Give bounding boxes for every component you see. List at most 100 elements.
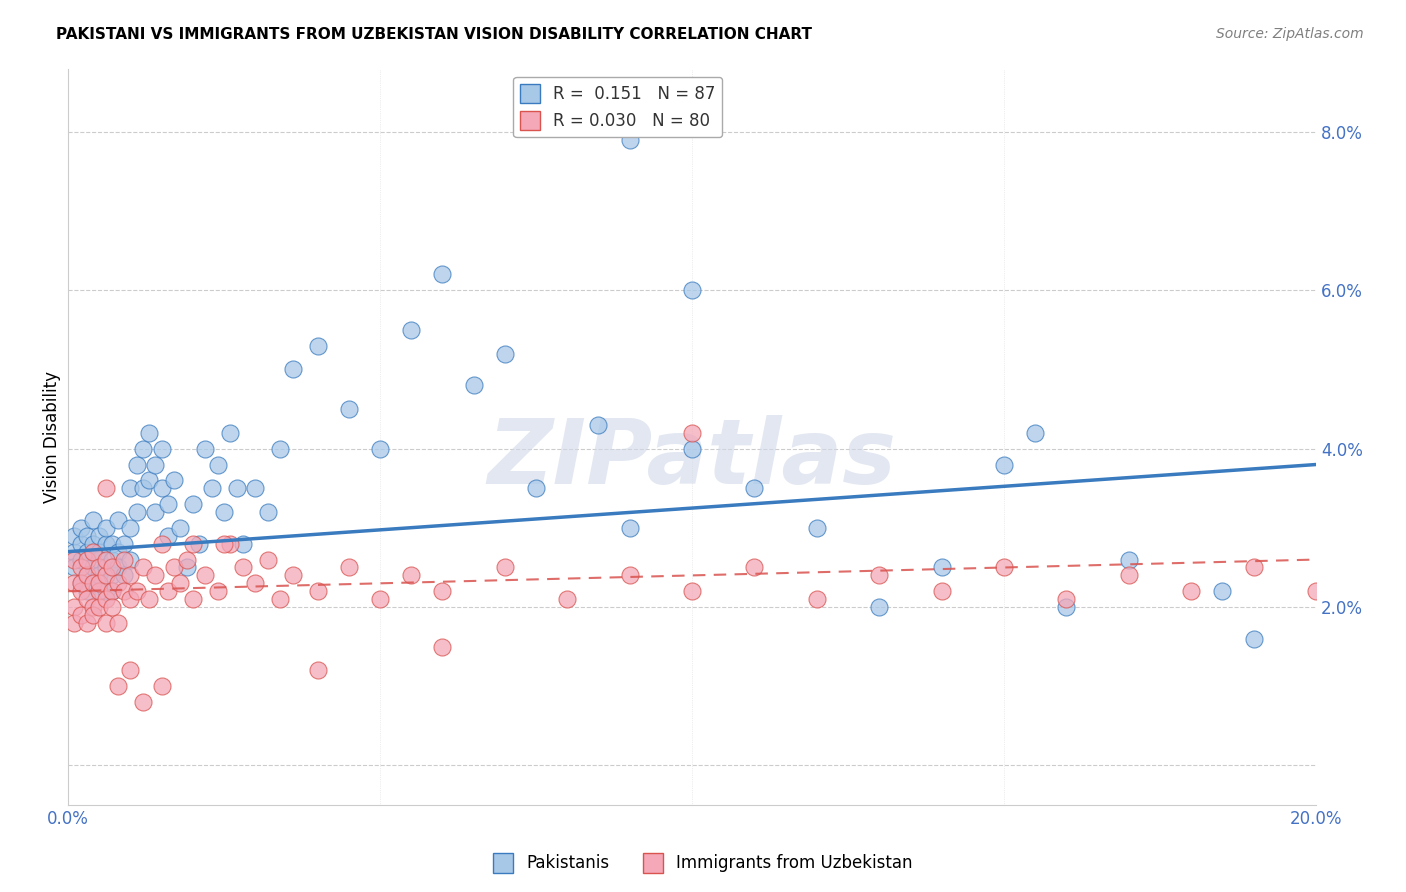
Point: [156, 529, 179, 543]
Point: [82, 513, 104, 527]
Point: [94, 568, 117, 582]
Point: [307, 339, 329, 353]
Point: [125, 505, 148, 519]
Point: [82, 576, 104, 591]
Point: [337, 402, 360, 417]
Point: [94, 552, 117, 566]
Point: [281, 362, 304, 376]
Point: [69, 607, 91, 622]
Point: [63, 560, 86, 574]
Point: [112, 568, 135, 582]
Point: [1305, 584, 1327, 599]
Point: [94, 560, 117, 574]
Point: [138, 474, 160, 488]
Point: [219, 425, 242, 440]
Point: [307, 664, 329, 678]
Point: [494, 560, 516, 574]
Point: [63, 544, 86, 558]
Point: [132, 560, 155, 574]
Point: [100, 568, 122, 582]
Point: [169, 521, 191, 535]
Point: [1118, 568, 1140, 582]
Point: [132, 442, 155, 456]
Point: [463, 378, 485, 392]
Point: [212, 505, 235, 519]
Point: [432, 584, 454, 599]
Point: [163, 474, 186, 488]
Point: [120, 552, 142, 566]
Point: [232, 560, 254, 574]
Point: [931, 560, 953, 574]
Point: [94, 521, 117, 535]
Point: [524, 481, 547, 495]
Point: [100, 584, 122, 599]
Point: [256, 505, 278, 519]
Point: [76, 552, 98, 566]
Point: [588, 417, 610, 432]
Point: [432, 268, 454, 282]
Point: [89, 568, 111, 582]
Point: [256, 552, 278, 566]
Point: [94, 537, 117, 551]
Point: [120, 592, 142, 607]
Point: [107, 615, 129, 630]
Point: [82, 560, 104, 574]
Point: [194, 568, 217, 582]
Point: [76, 584, 98, 599]
Point: [307, 584, 329, 599]
Point: [94, 592, 117, 607]
Point: [145, 505, 167, 519]
Point: [120, 481, 142, 495]
Point: [619, 521, 641, 535]
Point: [150, 442, 173, 456]
Point: [150, 481, 173, 495]
Point: [269, 442, 291, 456]
Point: [82, 537, 104, 551]
Point: [112, 552, 135, 566]
Point: [163, 560, 186, 574]
Point: [69, 537, 91, 551]
Point: [94, 584, 117, 599]
Point: [132, 481, 155, 495]
Point: [176, 552, 198, 566]
Point: [63, 600, 86, 615]
Text: ZIPatlas: ZIPatlas: [488, 415, 897, 503]
Point: [100, 584, 122, 599]
Text: PAKISTANI VS IMMIGRANTS FROM UZBEKISTAN VISION DISABILITY CORRELATION CHART: PAKISTANI VS IMMIGRANTS FROM UZBEKISTAN …: [56, 27, 813, 42]
Point: [1211, 584, 1233, 599]
Point: [120, 521, 142, 535]
Point: [107, 679, 129, 693]
Point: [89, 552, 111, 566]
Point: [219, 537, 242, 551]
Point: [63, 576, 86, 591]
Legend: R =  0.151   N = 87, R = 0.030   N = 80: R = 0.151 N = 87, R = 0.030 N = 80: [513, 77, 723, 137]
Point: [1180, 584, 1202, 599]
Point: [63, 552, 86, 566]
Point: [619, 133, 641, 147]
Point: [125, 584, 148, 599]
Point: [76, 529, 98, 543]
Point: [1243, 560, 1265, 574]
Point: [169, 576, 191, 591]
Point: [1054, 592, 1077, 607]
Point: [201, 481, 224, 495]
Point: [100, 560, 122, 574]
Point: [232, 537, 254, 551]
Point: [89, 544, 111, 558]
Point: [107, 576, 129, 591]
Point: [212, 537, 235, 551]
Point: [744, 560, 766, 574]
Point: [69, 584, 91, 599]
Point: [868, 600, 890, 615]
Point: [82, 600, 104, 615]
Point: [432, 640, 454, 654]
Point: [1054, 600, 1077, 615]
Point: [82, 544, 104, 558]
Point: [107, 560, 129, 574]
Point: [69, 576, 91, 591]
Text: Source: ZipAtlas.com: Source: ZipAtlas.com: [1216, 27, 1364, 41]
Point: [150, 679, 173, 693]
Point: [681, 283, 703, 297]
Point: [681, 584, 703, 599]
Point: [401, 323, 423, 337]
